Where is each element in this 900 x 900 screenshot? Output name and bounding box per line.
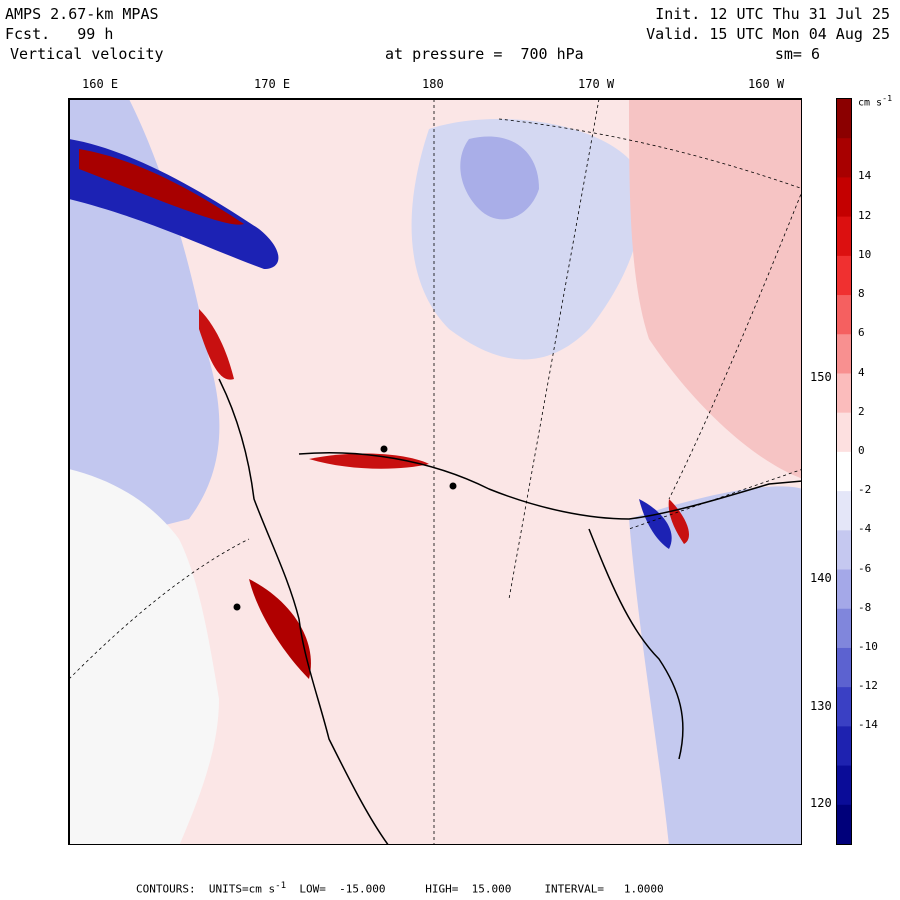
colorbar-tick-label: 10 bbox=[858, 247, 872, 261]
colorbar-swatch bbox=[837, 255, 851, 296]
lon-label-170e: 170 E bbox=[254, 77, 291, 91]
colorbar-swatch bbox=[837, 451, 851, 492]
colorbar-tick-label: 12 bbox=[858, 208, 872, 222]
colorbar-tick-label: -8 bbox=[858, 600, 872, 614]
southeast-subsidence-region bbox=[629, 486, 801, 844]
colorbar-swatch bbox=[837, 295, 851, 335]
parallel-north bbox=[498, 118, 801, 189]
transantarctic-strong-ascent bbox=[79, 149, 244, 225]
colorbar-tick-label: -12 bbox=[858, 679, 878, 693]
colorbar-swatches bbox=[837, 99, 851, 845]
valid-time: Valid. 15 UTC Mon 04 Aug 25 bbox=[646, 25, 890, 43]
lon-label-160e: 160 E bbox=[82, 77, 119, 91]
station-dot bbox=[233, 603, 241, 611]
west-subsidence-region bbox=[69, 99, 220, 549]
northeast-ascent-region bbox=[629, 99, 801, 479]
colorbar-swatch bbox=[837, 608, 851, 649]
map-panel bbox=[68, 98, 802, 845]
ross-ice-shelf-front bbox=[298, 452, 801, 520]
smoothing-label: sm= 6 bbox=[774, 45, 820, 63]
colorbar-swatch bbox=[837, 569, 851, 610]
lon-label-170w: 170 W bbox=[578, 77, 615, 91]
colorbar-swatch bbox=[837, 138, 851, 178]
colorbar-swatch bbox=[837, 647, 851, 688]
station-dot bbox=[380, 445, 388, 453]
colorbar-tick-label: 6 bbox=[858, 326, 865, 340]
western-coastline bbox=[218, 378, 389, 844]
lon-label-160w: 160 W bbox=[748, 77, 785, 91]
contour-footer: CONTOURS: UNITS=cm s-1 LOW= -15.000 HIGH… bbox=[136, 880, 664, 896]
colorbar-tick-label: -2 bbox=[858, 483, 872, 497]
colorbar-unit: cm s-1 bbox=[858, 93, 893, 109]
field-name: Vertical velocity bbox=[10, 45, 164, 63]
east-coast-subsidence bbox=[639, 499, 672, 549]
colorbar-swatch bbox=[837, 334, 851, 374]
meridian-160w bbox=[668, 192, 801, 500]
colorbar-swatch bbox=[837, 99, 851, 139]
colorbar-tick-label: -4 bbox=[858, 522, 872, 536]
marie-byrd-coastline bbox=[588, 528, 684, 760]
colorbar-tick-label: 0 bbox=[858, 443, 865, 457]
colorbar-tick-label: 4 bbox=[858, 365, 865, 379]
colorbar-tick-label: 8 bbox=[858, 287, 865, 301]
pressure-level: at pressure = 700 hPa bbox=[385, 45, 584, 63]
ice-front-ascent bbox=[309, 453, 429, 469]
colorbar-tick-label: 14 bbox=[858, 169, 872, 183]
colorbar bbox=[836, 98, 852, 845]
colorbar-tick-label: -6 bbox=[858, 561, 872, 575]
parallel-southwest bbox=[69, 538, 250, 680]
meridian-170w bbox=[508, 99, 600, 600]
plateau-region bbox=[69, 469, 219, 844]
colorbar-swatch bbox=[837, 491, 851, 531]
colorbar-swatch bbox=[837, 726, 851, 767]
colorbar-swatch bbox=[837, 177, 851, 218]
colorbar-tick-label: 2 bbox=[858, 404, 865, 418]
colorbar-tick-label: -14 bbox=[858, 718, 878, 732]
forecast-hour: Fcst. 99 h bbox=[5, 25, 114, 43]
colorbar-swatch bbox=[837, 765, 851, 806]
colorbar-swatch bbox=[837, 412, 851, 453]
lon-label-180: 180 bbox=[422, 77, 444, 91]
vertical-velocity-map bbox=[69, 99, 801, 844]
colorbar-swatch bbox=[837, 804, 851, 845]
map-frame bbox=[69, 99, 801, 844]
init-time: Init. 12 UTC Thu 31 Jul 25 bbox=[655, 5, 890, 23]
colorbar-swatch bbox=[837, 687, 851, 727]
colorbar-swatch bbox=[837, 373, 851, 414]
colorbar-swatch bbox=[837, 530, 851, 571]
station-dot bbox=[449, 482, 457, 490]
coastal-ascent-band-south bbox=[249, 579, 311, 679]
meridian-150w bbox=[628, 469, 801, 530]
colorbar-swatch bbox=[837, 216, 851, 257]
model-title: AMPS 2.67-km MPAS bbox=[5, 5, 159, 23]
ross-sea-subsidence-core bbox=[460, 136, 539, 220]
coastal-ascent-band bbox=[199, 309, 234, 380]
colorbar-tick-label: -10 bbox=[858, 639, 878, 653]
